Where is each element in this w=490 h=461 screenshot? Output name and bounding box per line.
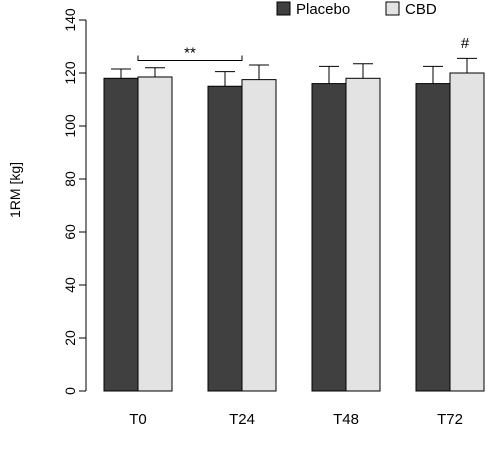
legend-label-cbd: CBD xyxy=(405,1,437,18)
y-tick-label: 100 xyxy=(62,114,78,138)
x-label-t72: T72 xyxy=(437,411,463,428)
significance-label: ** xyxy=(184,45,196,62)
bar-placebo-t24 xyxy=(207,85,243,392)
bar-cbd-t24 xyxy=(241,79,277,392)
bar-placebo-t0 xyxy=(103,77,139,392)
bar-cbd-t0 xyxy=(137,76,173,392)
y-axis-title: 1RM [kg] xyxy=(7,162,23,218)
y-tick-label: 20 xyxy=(62,330,78,346)
y-tick-label: 40 xyxy=(62,277,78,293)
legend-swatch-placebo xyxy=(276,1,291,16)
y-tick-label: 120 xyxy=(62,61,78,85)
annotations: ** # xyxy=(137,35,470,62)
significance-bracket xyxy=(137,55,243,61)
bar-placebo-t48 xyxy=(311,83,347,392)
y-axis: 0 20 40 60 80 100 120 140 xyxy=(62,8,87,395)
y-tick-label: 0 xyxy=(62,387,78,395)
legend: Placebo CBD xyxy=(276,1,437,18)
x-label-t24: T24 xyxy=(229,411,255,428)
bar-placebo-t72 xyxy=(415,83,451,392)
x-label-t48: T48 xyxy=(333,411,359,428)
y-tick-label: 80 xyxy=(62,171,78,187)
legend-swatch-cbd xyxy=(385,1,400,16)
bar-cbd-t72 xyxy=(449,72,485,392)
bars xyxy=(103,57,485,392)
legend-label-placebo: Placebo xyxy=(296,1,350,18)
bar-cbd-t48 xyxy=(345,77,381,392)
x-label-t0: T0 xyxy=(129,411,147,428)
significance-marker: # xyxy=(461,35,470,52)
y-tick-label: 60 xyxy=(62,224,78,240)
x-axis-labels: T0 T24 T48 T72 xyxy=(129,411,463,428)
y-tick-label: 140 xyxy=(62,8,78,32)
